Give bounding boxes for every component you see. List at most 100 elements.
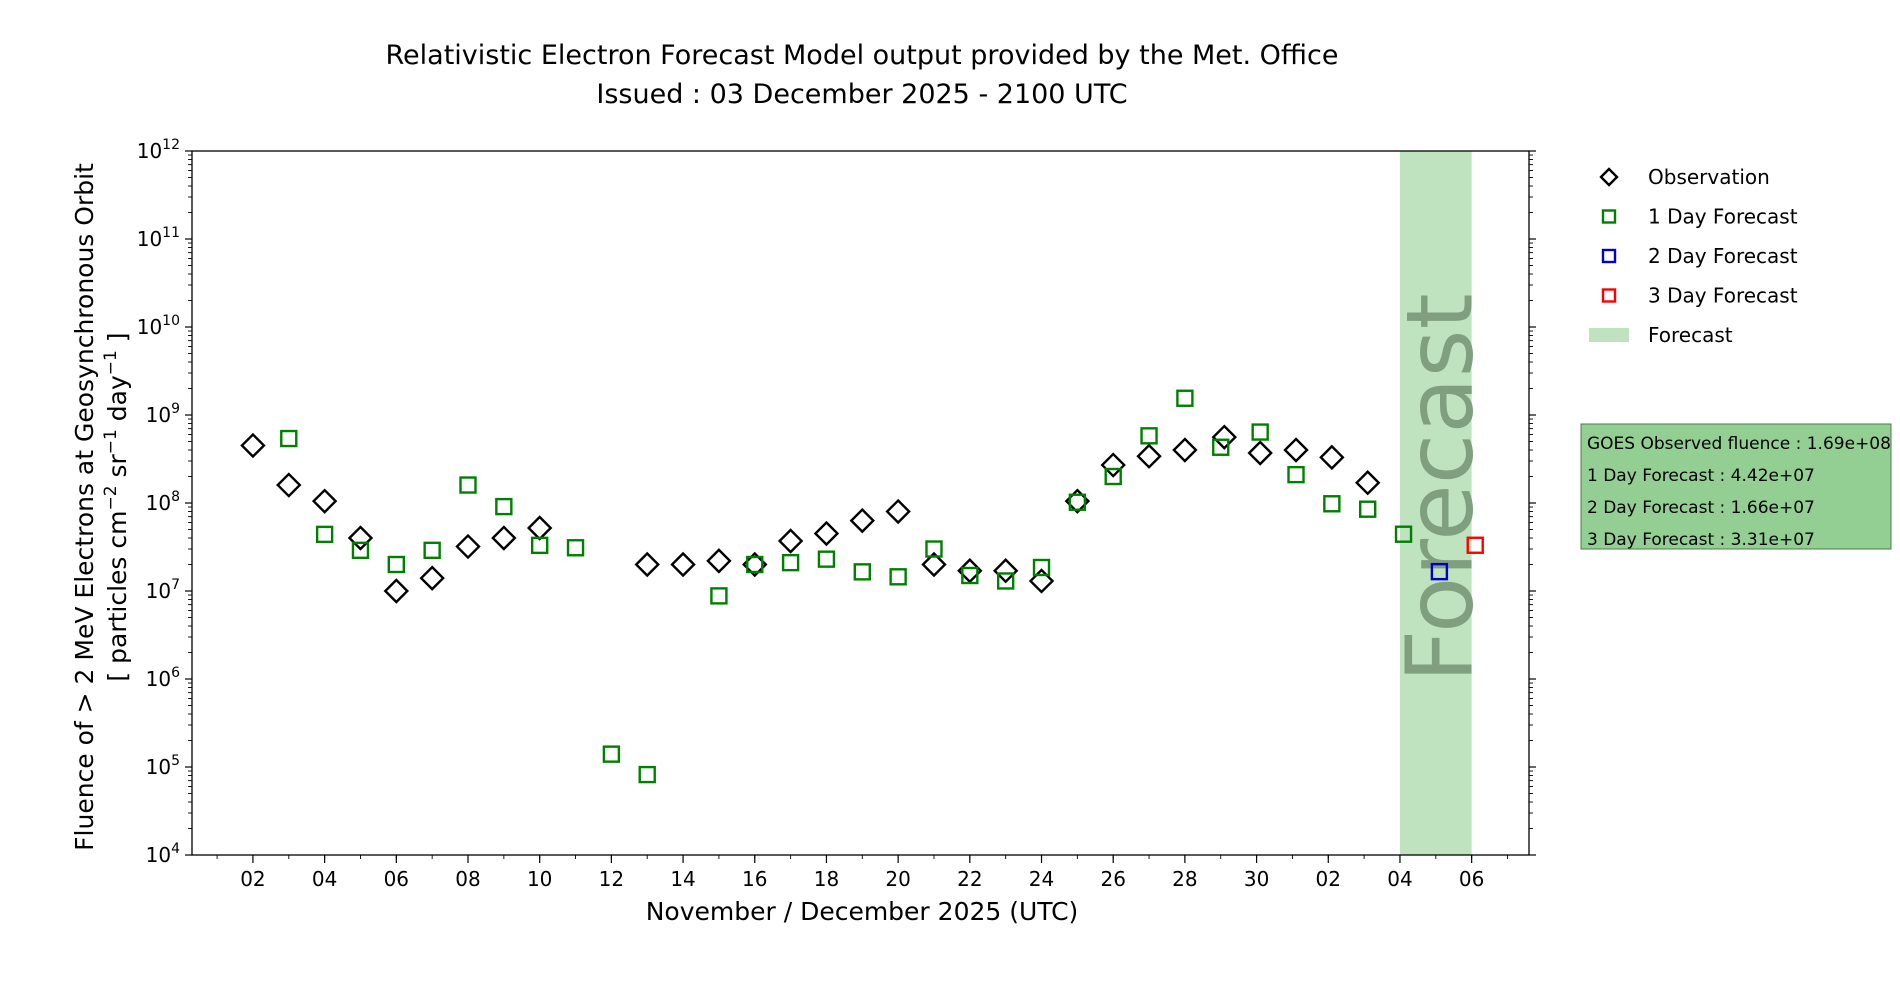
- forecast-point: [423, 541, 441, 560]
- observation-point: [276, 472, 302, 498]
- x-tick-label: 02: [1316, 867, 1341, 891]
- y-axis-label-line1: Fluence of > 2 MeV Electrons at Geosynch…: [70, 163, 99, 851]
- legend-label: 1 Day Forecast: [1648, 205, 1798, 229]
- forecast-point: [1212, 438, 1230, 456]
- y-tick-exponent: 7: [171, 577, 180, 593]
- observation-point: [383, 578, 410, 604]
- legend-label: 3 Day Forecast: [1648, 284, 1798, 308]
- x-tick-label: 26: [1100, 867, 1125, 891]
- y-label-exponent: −2: [101, 485, 121, 510]
- y-tick-exponent: 5: [171, 753, 180, 769]
- observation-point: [1283, 437, 1309, 463]
- observation-point: [634, 551, 660, 578]
- forecast-point: [1394, 525, 1413, 543]
- data-marks: [240, 389, 1484, 784]
- legend-label: 2 Day Forecast: [1648, 244, 1798, 268]
- legend-marker: [1599, 167, 1619, 187]
- series-3-day-forecast: [1466, 536, 1484, 554]
- y-label-text: sr: [103, 453, 132, 485]
- forecast-point: [1430, 562, 1449, 581]
- legend-marker: [1601, 209, 1617, 224]
- chart-title: Relativistic Electron Forecast Model out…: [386, 40, 1339, 71]
- forecast-point: [602, 745, 621, 763]
- forecast-point: [1466, 536, 1484, 554]
- y-label-text: day: [103, 375, 132, 429]
- info-box-line: 3 Day Forecast : 3.31e+07: [1587, 530, 1815, 550]
- observation-point: [491, 525, 517, 551]
- x-tick-label: 04: [1387, 867, 1412, 891]
- y-tick-label: 105: [146, 753, 180, 779]
- y-axis-label-line2: [ particles cm−2 sr−1 day−1 ]: [101, 332, 132, 681]
- forecast-point: [1323, 495, 1341, 513]
- forecast-point: [1358, 500, 1377, 518]
- info-box-line: 2 Day Forecast : 1.66e+07: [1587, 498, 1815, 518]
- x-tick-label: 22: [957, 867, 982, 891]
- y-tick-base: 10: [146, 403, 171, 427]
- x-tick-label: 04: [312, 867, 337, 891]
- legend-band-swatch: [1589, 328, 1629, 342]
- forecast-point: [710, 587, 728, 605]
- y-tick-base: 10: [137, 139, 162, 163]
- y-label-exponent: −1: [101, 350, 121, 375]
- chart-subtitle: Issued : 03 December 2025 - 2100 UTC: [596, 79, 1127, 110]
- y-label-text: [ particles cm: [103, 511, 132, 682]
- x-tick-label: 24: [1029, 867, 1054, 891]
- legend-label: Observation: [1648, 165, 1770, 189]
- observation-point: [1136, 443, 1162, 469]
- observation-point: [240, 432, 266, 459]
- x-tick-label: 08: [455, 867, 480, 891]
- y-label-exponent: −1: [101, 429, 121, 454]
- legend-marker: [1601, 288, 1617, 303]
- forecast-point: [638, 765, 656, 784]
- forecast-point: [280, 429, 298, 448]
- observation-point: [1172, 437, 1198, 463]
- observation-point: [921, 551, 947, 578]
- forecast-band-text: Forecast: [1386, 293, 1493, 682]
- forecast-point: [1251, 423, 1269, 441]
- x-axis-label: November / December 2025 (UTC): [646, 897, 1079, 926]
- observation-point: [311, 488, 338, 514]
- y-tick-base: 10: [137, 227, 162, 251]
- legend: Observation 1 Day Forecast 2 Day Forecast 3…: [1589, 165, 1798, 347]
- y-tick-label: 107: [146, 577, 180, 603]
- observation-point: [1211, 424, 1238, 450]
- forecast-point: [1032, 558, 1051, 577]
- legend-label: Forecast: [1648, 323, 1733, 347]
- y-tick-base: 10: [146, 579, 171, 603]
- observation-point: [670, 551, 696, 578]
- y-tick-base: 10: [146, 843, 171, 867]
- forecast-point: [853, 563, 871, 581]
- x-tick-label: 20: [885, 867, 910, 891]
- y-tick-base: 10: [146, 755, 171, 779]
- y-tick-label: 106: [146, 665, 180, 691]
- x-tick-label: 12: [599, 867, 624, 891]
- observation-point: [1100, 452, 1126, 478]
- observation-point: [777, 528, 804, 554]
- y-tick-exponent: 4: [171, 841, 180, 857]
- forecast-point: [315, 525, 334, 544]
- legend-marker: [1601, 248, 1617, 264]
- info-box-background: [1580, 423, 1892, 550]
- y-tick-label: 109: [146, 401, 180, 427]
- x-tick-label: 18: [814, 867, 839, 891]
- forecast-point: [1140, 427, 1158, 445]
- x-tick-label: 06: [384, 867, 409, 891]
- series-1-day-forecast: [280, 389, 1413, 784]
- forecast-point: [351, 541, 370, 560]
- x-tick-label: 10: [527, 867, 552, 891]
- observation-point: [526, 515, 553, 541]
- y-tick-exponent: 11: [162, 225, 180, 241]
- forecast-point: [1104, 467, 1122, 486]
- observation-point: [1028, 568, 1055, 594]
- forecast-point: [495, 497, 513, 516]
- y-tick-label: 108: [146, 489, 180, 515]
- x-tick-label: 14: [670, 867, 695, 891]
- y-tick-label: 104: [146, 841, 180, 867]
- observation-point: [706, 548, 732, 574]
- forecast-point: [746, 555, 764, 574]
- y-tick-label: 1011: [137, 225, 180, 251]
- info-box: GOES Observed fluence : 1.69e+08 1 Day Fo…: [1580, 423, 1892, 550]
- forecast-point: [817, 550, 836, 568]
